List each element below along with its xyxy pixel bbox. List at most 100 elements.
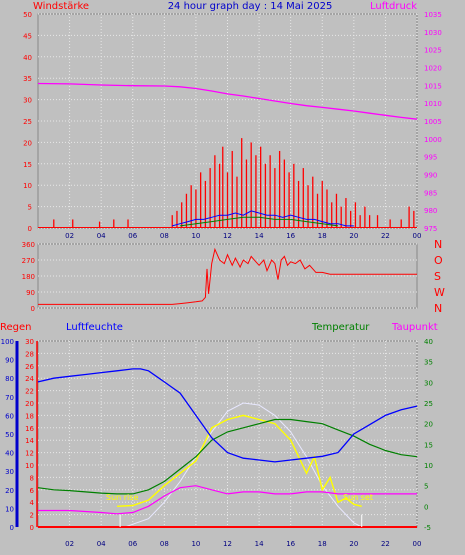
temperature-tick: 5 [424, 483, 428, 491]
direction-grid [38, 243, 417, 309]
temperature-tick: 0 [424, 503, 428, 511]
direction-series [38, 247, 417, 305]
pressure-tick: 975 [424, 225, 437, 233]
temperature-tick: 10 [424, 462, 433, 470]
humidity-tick: 80 [5, 375, 14, 383]
wind-left-tick: 40 [23, 54, 32, 62]
dewpoint-line [38, 485, 417, 515]
wind-left-tick: 50 [23, 11, 32, 19]
climate-x-tick: 10 [191, 540, 200, 548]
temperature-tick: 25 [424, 400, 433, 408]
direction-tick: 270 [22, 257, 35, 265]
pressure-tick: 995 [424, 154, 437, 162]
wind-left-label: Windstärke [33, 1, 89, 12]
pressure-line [37, 82, 418, 120]
wind-left-tick: 5 [28, 204, 32, 212]
rain-tick: 0 [30, 524, 34, 532]
wind-x-tick: 10 [191, 232, 200, 240]
temperature-tick: 40 [424, 338, 433, 346]
humidity-tick: 100 [1, 338, 14, 346]
rain-tick: 20 [25, 400, 34, 408]
humidity-tick: 60 [5, 412, 14, 420]
wind-left-tick: 20 [23, 139, 32, 147]
compass-letter: N [434, 238, 442, 251]
humidity-label: Luftfeuchte [66, 322, 123, 333]
sunset-annotation: Sun set [343, 493, 373, 502]
wind-mean-line [172, 210, 354, 227]
pressure-tick: 1000 [424, 136, 442, 144]
climate-x-tick: 08 [160, 540, 169, 548]
rain-tick: 16 [25, 425, 34, 433]
wind-x-tick: 08 [160, 232, 169, 240]
compass-letter: S [434, 270, 441, 283]
wind-x-tick: 02 [65, 232, 74, 240]
temperature-tick: 15 [424, 441, 433, 449]
humidity-tick: 50 [5, 431, 14, 439]
temperature-label: Temperatur [311, 322, 370, 333]
pressure-tick: 1035 [424, 11, 442, 19]
temperature-tick: 20 [424, 421, 433, 429]
wind-left-tick: 25 [23, 118, 32, 126]
temperature-line [37, 418, 418, 495]
pressure-tick: 990 [424, 172, 437, 180]
dewpoint-label: Taupunkt [391, 322, 438, 333]
humidity-line [37, 368, 418, 463]
wind-x-tick: 04 [97, 232, 106, 240]
rain-tick: 4 [30, 499, 35, 507]
climate-x-tick: 02 [65, 540, 74, 548]
wind-x-tick: 20 [349, 232, 358, 240]
humidity-tick: 40 [5, 450, 14, 458]
pressure-tick: 1025 [424, 47, 442, 55]
wind-x-tick: 06 [128, 232, 137, 240]
wind-left-tick: 45 [23, 32, 32, 40]
compass-letter: N [434, 302, 442, 315]
wind-left-tick: 35 [23, 75, 32, 83]
rain-tick: 2 [30, 512, 34, 520]
direction-tick: 180 [22, 273, 35, 281]
wind-x-tick: 16 [286, 232, 295, 240]
direction-tick: 360 [22, 241, 35, 249]
wind-x-tick: 22 [381, 232, 390, 240]
wind-avg-line [180, 216, 339, 227]
rain-tick: 6 [30, 487, 35, 495]
climate-series [37, 368, 418, 528]
direction-tick: 90 [26, 289, 35, 297]
pressure-tick: 985 [424, 189, 437, 197]
wind-left-ticks: 0 5 10 15 20 25 30 35 40 45 50 [23, 11, 32, 233]
regen-label: Regen [0, 322, 32, 333]
climate-x-tick: 20 [349, 540, 358, 548]
rain-tick: 30 [25, 338, 34, 346]
humidity-tick: 90 [5, 357, 14, 365]
wind-left-tick: 30 [23, 97, 32, 105]
climate-x-tick: 12 [223, 540, 232, 548]
humidity-tick: 20 [5, 487, 14, 495]
humidity-tick: 0 [10, 524, 14, 532]
pressure-tick: 1020 [424, 65, 442, 73]
wind-right-label: Luftdruck [370, 1, 417, 12]
rain-tick: 10 [25, 462, 34, 470]
climate-x-tick: 18 [318, 540, 327, 548]
rain-tick: 12 [25, 450, 34, 458]
rain-tick: 8 [30, 474, 34, 482]
compass-letter: O [434, 254, 443, 267]
climate-x-tick: 06 [128, 540, 137, 548]
rain-tick: 24 [25, 375, 34, 383]
wind-x-tick: 18 [318, 232, 327, 240]
climate-x-tick: 14 [255, 540, 264, 548]
humidity-ticks: 0 10 20 30 40 50 60 70 80 90 100 [1, 338, 19, 532]
climate-x-tick: 22 [381, 540, 390, 548]
sunrise-annotation: Sun rise [106, 493, 138, 502]
pressure-tick: 980 [424, 207, 437, 215]
temperature-tick: 35 [424, 359, 433, 367]
rain-tick: 28 [25, 350, 34, 358]
wind-x-tick: 14 [255, 232, 264, 240]
pressure-tick: 1030 [424, 29, 442, 37]
direction-line [38, 247, 417, 305]
temperature-tick: 30 [424, 379, 433, 387]
wind-x-tick: 00 [413, 232, 422, 240]
pressure-tick: 1005 [424, 118, 442, 126]
